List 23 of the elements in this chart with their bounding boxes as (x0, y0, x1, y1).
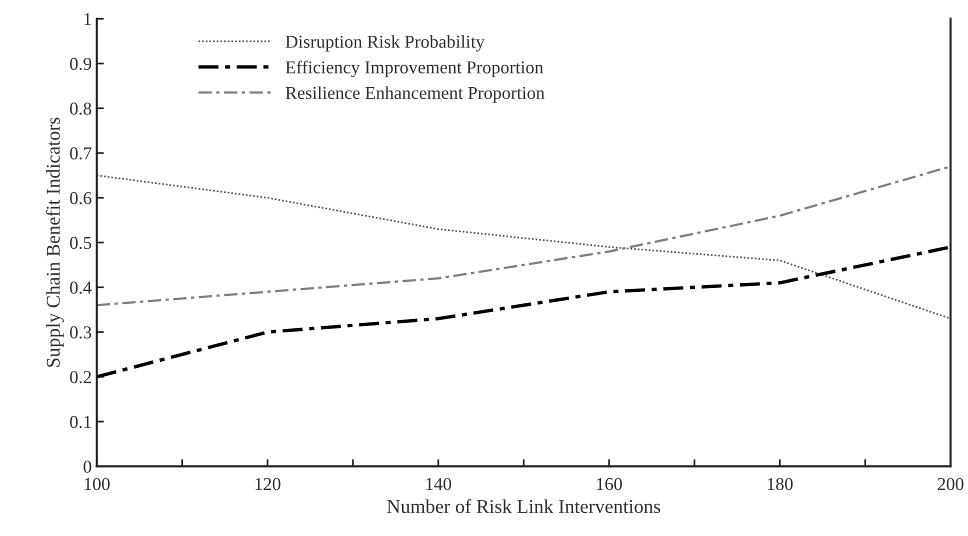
y-tick-label: 0.2 (70, 371, 91, 384)
x-tick-label: 140 (426, 478, 452, 490)
y-tick-label: 0.1 (70, 416, 91, 428)
legend-label: Resilience Enhancement Proportion (286, 86, 545, 103)
x-tick-label: 120 (256, 478, 280, 490)
line-series (96, 245, 951, 378)
legend-label: Disruption Risk Probability (286, 35, 485, 52)
y-tick-label: 0.3 (70, 326, 92, 339)
x-axis-title: Number of Risk Link Interventions (387, 499, 660, 514)
y-tick-label: 0.7 (70, 147, 92, 160)
y-tick-label: 0.8 (70, 102, 92, 115)
y-tick-label: 0.4 (70, 282, 92, 294)
y-tick-label: 0.9 (70, 58, 92, 70)
x-tick-label: 160 (597, 478, 622, 490)
y-tick-label: 0.5 (70, 236, 92, 250)
legend-label: Efficiency Improvement Proportion (286, 60, 544, 78)
x-tick-label: 200 (938, 478, 964, 490)
y-axis-title: Supply Chain Benefit Indicators (46, 118, 64, 367)
y-tick-label: 0.6 (70, 192, 92, 204)
y-tick-label: 0 (84, 460, 92, 473)
y-tick-label: 1 (84, 13, 91, 26)
x-tick-label: 100 (84, 478, 110, 490)
x-tick-label: 180 (768, 478, 793, 490)
